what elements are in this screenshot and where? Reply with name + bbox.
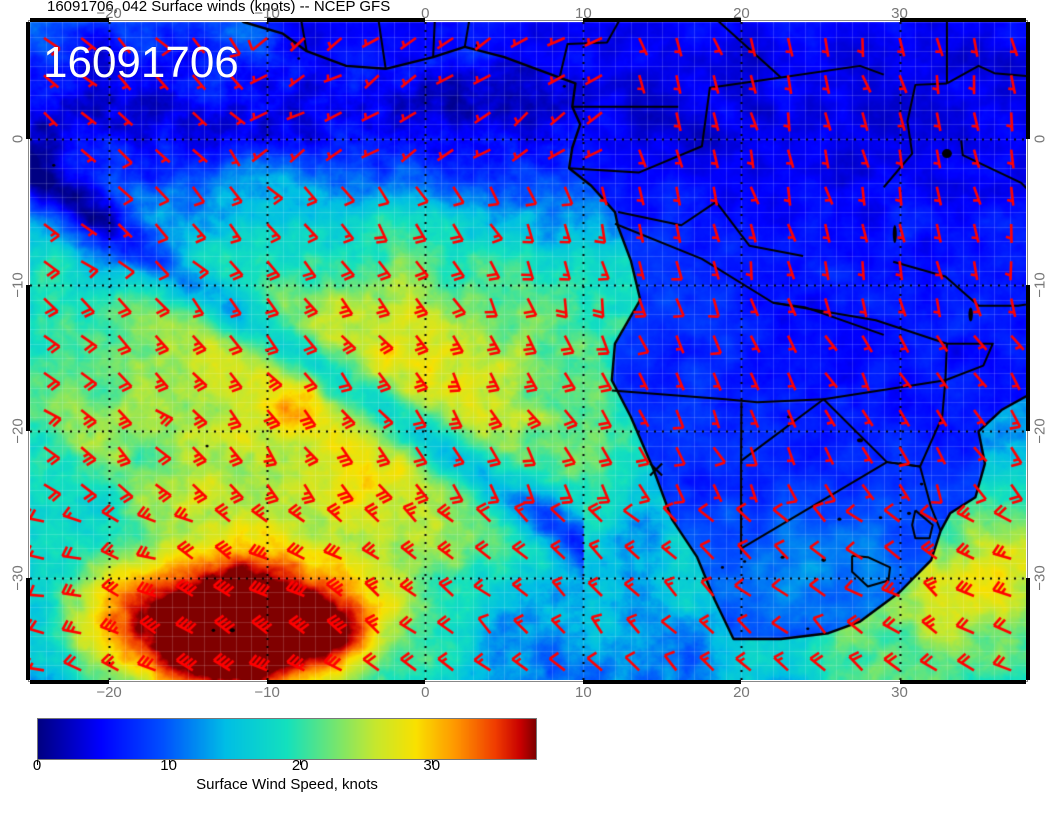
frame-seg-right (1026, 577, 1030, 680)
x-tick-top-1: −10 (254, 5, 280, 22)
colorbar-gradient (37, 718, 537, 760)
y-tick-right-3: −30 (1031, 564, 1049, 591)
frame-seg-bottom (583, 680, 742, 684)
frame-seg-right (1026, 22, 1030, 139)
y-tick-right-1: −10 (1031, 272, 1049, 298)
colorbar (37, 718, 537, 760)
frame-seg-top (583, 18, 742, 22)
y-tick-left-2: −20 (9, 418, 27, 445)
x-tick-top-3: 10 (574, 5, 592, 22)
x-tick-bottom-0: −20 (96, 684, 122, 701)
frame-seg-top (899, 18, 1026, 22)
frame-seg-bottom (267, 680, 426, 684)
map-plot-area[interactable] (26, 18, 1030, 684)
x-tick-top-2: 0 (421, 5, 430, 22)
frame-seg-top (30, 18, 110, 22)
frame-seg-left (26, 285, 30, 432)
coastline-and-barb-overlay (30, 22, 1026, 680)
x-tick-bottom-1: −10 (254, 684, 280, 701)
x-tick-bottom-3: 10 (574, 684, 592, 701)
x-tick-top-4: 20 (733, 5, 750, 22)
colorbar-tick-label-1: 10 (160, 757, 177, 774)
colorbar-tick-label-3: 30 (423, 757, 441, 774)
map-canvas-container (30, 22, 1026, 680)
colorbar-tick-label-2: 20 (291, 757, 309, 774)
frame-seg-left (26, 577, 30, 680)
date-stamp-overlay: 16091706 (43, 38, 239, 87)
colorbar-tick-mark-1 (168, 760, 170, 765)
y-tick-left-1: −10 (9, 272, 27, 298)
y-tick-right-0: 0 (1031, 134, 1049, 144)
x-tick-top-0: −20 (96, 5, 122, 22)
y-tick-left-0: 0 (9, 134, 27, 144)
colorbar-tick-label-0: 0 (32, 757, 42, 774)
colorbar-tick-mark-0 (37, 760, 38, 765)
x-tick-bottom-2: 0 (421, 684, 430, 701)
frame-seg-left (26, 22, 30, 139)
colorbar-axis-label: Surface Wind Speed, knots (196, 776, 378, 793)
x-tick-top-5: 30 (891, 5, 908, 22)
frame-seg-bottom (899, 680, 1026, 684)
colorbar-tick-mark-3 (431, 760, 433, 765)
y-tick-right-2: −20 (1031, 418, 1049, 445)
frame-seg-top (267, 18, 426, 22)
y-tick-left-3: −30 (9, 564, 27, 591)
x-tick-bottom-4: 20 (733, 684, 750, 701)
frame-seg-right (1026, 285, 1030, 432)
colorbar-tick-mark-2 (300, 760, 302, 765)
figure-title: 16091706, 042 Surface winds (knots) -- N… (47, 0, 391, 15)
x-tick-bottom-5: 30 (891, 684, 908, 701)
frame-seg-bottom (30, 680, 110, 684)
